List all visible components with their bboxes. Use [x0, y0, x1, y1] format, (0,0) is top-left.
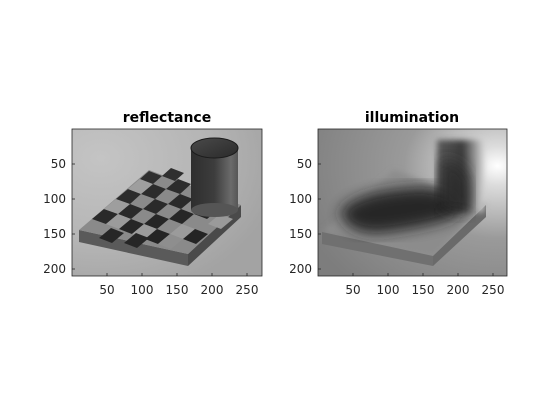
- panel-title: reflectance: [123, 110, 211, 126]
- x-tick-label: 250: [482, 283, 505, 297]
- x-tick-label: 50: [99, 283, 114, 297]
- x-tick-label: 250: [236, 283, 259, 297]
- y-tick-label: 50: [51, 157, 66, 171]
- y-axis: 50 100 150 200: [43, 157, 75, 276]
- y-tick-label: 200: [43, 262, 66, 276]
- axes-frame: [317, 128, 508, 277]
- illumination-panel: illumination 50 100 150 200: [289, 110, 508, 297]
- x-axis: 50 100 150 200 250: [99, 273, 258, 297]
- reflectance-panel: reflectance: [43, 110, 263, 297]
- panel-title: illumination: [365, 110, 459, 126]
- x-tick-label: 200: [447, 283, 470, 297]
- y-tick-label: 100: [43, 192, 66, 206]
- x-tick-label: 150: [166, 283, 189, 297]
- cylinder: [190, 137, 239, 217]
- x-axis: 50 100 150 200 250: [345, 273, 504, 297]
- x-tick-label: 200: [201, 283, 224, 297]
- y-tick-label: 100: [289, 192, 312, 206]
- y-tick-label: 50: [297, 157, 312, 171]
- x-tick-label: 100: [131, 283, 154, 297]
- x-tick-label: 50: [345, 283, 360, 297]
- axes-frame: [71, 128, 263, 277]
- y-axis: 50 100 150 200: [289, 157, 321, 276]
- y-tick-label: 150: [43, 227, 66, 241]
- reflectance-image: [72, 129, 262, 276]
- y-tick-label: 150: [289, 227, 312, 241]
- illumination-image: [318, 129, 507, 276]
- y-tick-label: 200: [289, 262, 312, 276]
- cast-shadow: [340, 159, 470, 234]
- x-tick-label: 100: [377, 283, 400, 297]
- x-tick-label: 150: [412, 283, 435, 297]
